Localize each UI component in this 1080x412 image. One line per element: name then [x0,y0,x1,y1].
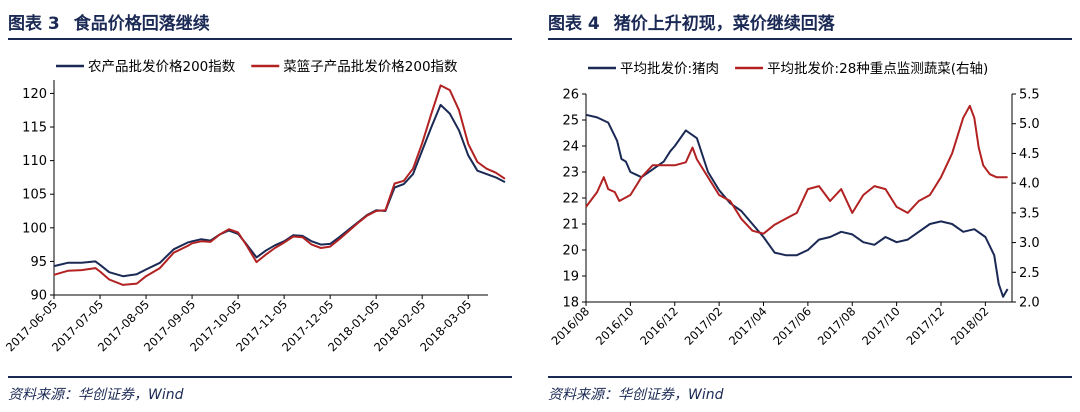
figure-3-title-text: 食品价格回落继续 [73,14,210,34]
y-tick-label: 105 [22,188,47,203]
figure-3-panel: 图表 3 食品价格回落继续 90 95 100 105 110 115 120 2017-06-… [0,0,520,412]
y-right-tick-label: 2.0 [1019,296,1040,311]
y-tick-label: 23 [562,166,579,181]
y-tick-label: 19 [562,270,579,285]
y-tick-label: 120 [22,87,47,102]
figure-4-bottom-rule [548,376,1072,378]
y-right-tick-label: 3.5 [1019,206,1040,221]
y-tick-label: 21 [562,218,579,233]
legend-label-2: 菜篮子产品批发价格200指数 [283,59,458,75]
series-line-1 [53,103,506,278]
y-tick-label: 90 [30,289,47,304]
x-tick-label: 2017/02 [682,304,726,348]
y-right-tick-label: 4.5 [1019,147,1040,162]
series-line-2 [53,84,506,286]
y-right-tick-label: 5.0 [1019,117,1040,132]
y-tick-label: 24 [562,140,579,155]
figure-4-title-text: 猪价上升初现，菜价继续回落 [613,14,835,34]
y-tick-label: 110 [22,154,47,169]
figure-4-panel: 图表 4 猪价上升初现，菜价继续回落 18 19 20 21 22 23 24 25 26 2.0 2… [540,0,1080,412]
y-right-tick-label: 5.5 [1019,88,1040,103]
y-tick-label: 22 [562,192,579,207]
x-tick-label: 2018/02 [948,304,992,348]
legend-label-2: 平均批发价:28种重点监测蔬菜(右轴) [767,61,988,77]
figure-3-bottom-rule [8,376,512,378]
y-tick-label: 26 [562,88,579,103]
series-line-1 [585,113,1009,298]
x-tick-label: 2016/12 [637,304,681,348]
y-tick-label: 20 [562,244,579,259]
y-tick-label: 115 [22,121,47,136]
legend-label-1: 农产品批发价格200指数 [88,59,236,75]
figure-4-top-rule [548,38,1072,40]
x-tick-label: 2017/12 [903,304,947,348]
figure-4-chart: 18 19 20 21 22 23 24 25 26 2.0 2.5 3.0 3.5 4.0 4.5 5.0 5… [548,61,1040,348]
x-tick-label: 2017/04 [726,304,770,348]
x-tick-label: 2017/06 [770,304,814,348]
figure-4-source: 资料来源：华创证券，Wind [548,387,724,403]
figure-4-number: 图表 4 [548,14,600,34]
x-tick-label: 2016/08 [548,304,592,348]
x-tick-label: 2017/10 [859,304,903,348]
y-tick-label: 100 [22,221,47,236]
legend-label-1: 平均批发价:猪肉 [620,61,719,77]
figure-4-title: 图表 4 猪价上升初现，菜价继续回落 [548,9,835,34]
y-tick-label: 18 [562,296,579,311]
y-right-tick-label: 4.0 [1019,177,1040,192]
figure-3-chart: 90951001051101151202017-06-052017-07-052… [3,59,506,354]
y-tick-label: 25 [562,114,579,129]
y-right-tick-label: 2.5 [1019,266,1040,281]
x-tick-label: 2017/08 [815,304,859,348]
x-tick-label: 2016/10 [593,304,637,348]
y-right-tick-label: 3.0 [1019,236,1040,251]
figure-3-source: 资料来源：华创证券，Wind [8,387,184,403]
series-line-2 [585,104,1008,235]
figure-3-top-rule [8,38,512,40]
figure-3-number: 图表 3 [8,14,60,34]
y-tick-label: 95 [30,255,47,270]
figure-3-title: 图表 3 食品价格回落继续 [8,9,210,34]
